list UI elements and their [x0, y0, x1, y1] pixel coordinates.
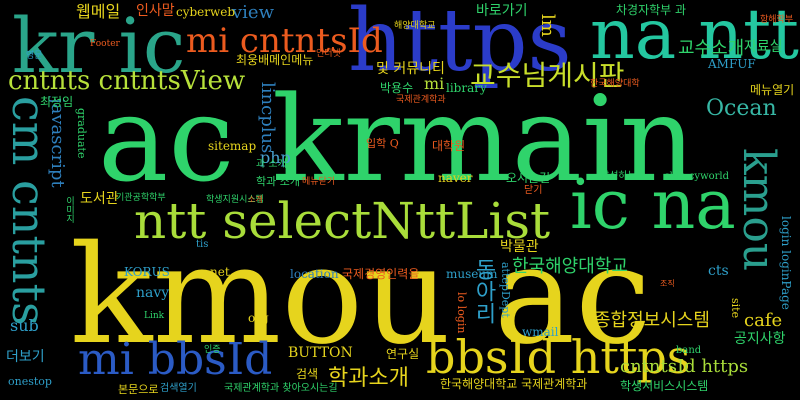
word-sitemap: sitemap — [208, 139, 257, 153]
word-link: Link — [144, 311, 165, 321]
word-dept-a: 차경자학부 과 — [616, 3, 687, 17]
word-faculty-intro: 교수소개 — [678, 38, 745, 59]
word-footer: Footer — [90, 39, 120, 49]
word-menu-close: 메뉴닫기 — [302, 177, 336, 187]
word-ntt-selectNttList: ntt selectNttList — [134, 192, 551, 250]
word-sub: sub — [10, 316, 39, 335]
word-kr-ic: kr ic — [12, 1, 186, 90]
word-band: band — [676, 345, 702, 356]
word-professor-board: 교수님게시판 — [470, 59, 625, 92]
word-ocean: Ocean — [706, 96, 777, 121]
word-kmou-short-2: 한국해양대학 — [590, 79, 640, 89]
word-intl-relations: 국제관계학과 — [396, 95, 446, 105]
word-javascript: javascript — [47, 98, 68, 188]
word-main-menu: 최웅배메인메뉴 — [236, 53, 314, 67]
word-museum-ko: 박물관 — [500, 239, 539, 255]
word-kmou-vertical: kmou — [733, 148, 784, 272]
word-library: library — [446, 81, 487, 95]
word-lo-login: lo login — [455, 292, 468, 334]
word-amfuf: AMFUF — [708, 57, 756, 71]
word-tis: tis — [196, 239, 209, 250]
word-gradschool: 대학원 — [432, 139, 466, 153]
word-search-open: 검색열기 — [160, 383, 197, 394]
word-na-ntt: na ntt — [590, 0, 799, 75]
word-search: 검색 — [296, 367, 319, 381]
word-and-community: 및 커뮤니티 — [376, 61, 445, 77]
word-https: https — [348, 0, 572, 91]
word-cafe: cafe — [744, 310, 783, 331]
word-kmou-intl-dept: 한국해양대학교 국제관계학과 — [440, 377, 588, 391]
word-wmail: wmail — [522, 325, 559, 339]
word-cntnts-cntntsView: cntnts cntntsView — [8, 66, 246, 96]
word-button: BUTTON — [288, 345, 353, 361]
word-naver: naver — [438, 171, 473, 185]
word-close: 닫기 — [524, 185, 543, 196]
word-menu-open: 메뉴열기 — [750, 83, 795, 97]
word-org-small: 조직 — [660, 279, 675, 288]
word-bbsId-https: bbsId https — [426, 330, 691, 384]
word-navy: navy — [136, 285, 170, 301]
word-directions: 오시는길 — [506, 171, 551, 185]
word-english: 영문 — [26, 51, 43, 61]
word-lm: lm — [537, 14, 558, 37]
word-org: org — [248, 311, 269, 325]
word-cultivating: 양성하는 — [600, 171, 637, 182]
word-integrated-system: 종합정보시스템 — [594, 310, 710, 331]
word-student-service: 학생서비스시스템 — [620, 379, 709, 393]
word-mi: mi — [424, 74, 445, 93]
word-cyberweb: cyberweb — [176, 5, 236, 19]
word-intro-small: 소개 — [248, 195, 263, 204]
word-more: 더보기 — [6, 349, 45, 365]
word-library-ko: 도서관 — [80, 191, 119, 207]
word-club-cyworld: club cyworld — [664, 171, 730, 182]
word-login-page: login loginPage — [779, 216, 793, 310]
word-club: 동아리 — [471, 258, 496, 324]
word-dept-intro-3: 과 소개 — [256, 159, 287, 170]
word-student-support: 학생지원시스템 — [206, 195, 264, 205]
word-greeting: 인사말 — [136, 3, 175, 19]
word-notice: 공지사항 — [734, 331, 786, 347]
word-webmail: 웹메일 — [76, 2, 121, 21]
word-lincplus: lincplus — [257, 82, 278, 154]
word-ic-na: ic na — [570, 166, 736, 245]
word-dept-intro: 학과소개 — [328, 366, 409, 391]
word-cert: 인증 — [204, 345, 221, 355]
word-internet: 인터넷 — [316, 49, 341, 59]
word-to-content: 본문으로 — [118, 383, 159, 396]
word-museum: museum — [446, 267, 498, 281]
word-attepdept: attepDept — [499, 262, 512, 318]
word-image: 이미지 — [64, 196, 74, 223]
word-graduate: graduate — [75, 108, 88, 159]
word-archive: 자료실 — [744, 39, 783, 55]
word-shortcut: 바로가기 — [476, 3, 528, 19]
word-cntntsId-https: cntntsId https — [620, 356, 749, 377]
word-engineering: 기관공학학부 — [116, 193, 166, 203]
word-php: php — [260, 148, 291, 167]
word-net: net — [210, 265, 230, 279]
word-ac-krmain: ac krmain — [98, 70, 696, 208]
word-korus: KORUS — [124, 265, 170, 279]
word-location: location — [290, 267, 339, 281]
word-kmou-short: 해양대학교 — [394, 21, 436, 31]
word-site: site — [729, 298, 742, 319]
word-kmou-ac: kmou ac — [70, 217, 652, 375]
word-kmou-korean: 한국해양대학교 — [512, 256, 628, 277]
word-onestop: onestop — [8, 375, 52, 388]
word-navigation-dept: 항해학부 — [760, 15, 794, 25]
word-admission-q: 입학 Q — [366, 137, 399, 150]
word-mi-bbsId: mi bbsId — [78, 334, 273, 385]
word-cm-cntnts: cm cntnts — [2, 96, 56, 326]
word-lab: 연구실 — [386, 347, 420, 361]
word-choi: 최정임 — [40, 95, 74, 109]
word-park: 박용수 — [380, 81, 414, 95]
word-dept-intro-2: 학과 소개 — [256, 175, 300, 188]
word-view: view — [232, 2, 274, 23]
word-intl-directions: 국제관계학과 찾아오시는길 — [224, 383, 338, 394]
word-mi-cntntsId: mi cntntsId — [186, 21, 383, 61]
word-intl-talent: 국제경영인력을 — [342, 267, 420, 281]
word-cts: cts — [708, 263, 729, 279]
